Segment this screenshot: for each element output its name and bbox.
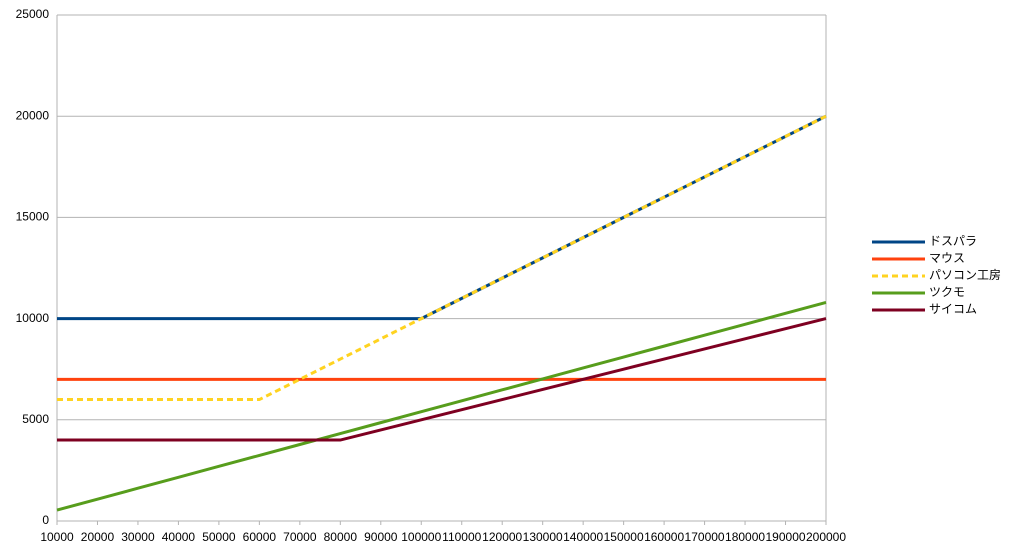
x-tick-label: 90000 <box>364 530 398 544</box>
x-tick-label: 70000 <box>283 530 317 544</box>
legend-label: マウス <box>929 251 965 265</box>
y-tick-label: 25000 <box>16 7 50 21</box>
y-tick-label: 0 <box>42 513 49 527</box>
x-tick-label: 160000 <box>644 530 684 544</box>
x-tick-label: 40000 <box>162 530 196 544</box>
series-line <box>56 300 827 512</box>
x-tick-label: 100000 <box>401 530 441 544</box>
legend-label: ツクモ <box>929 285 965 299</box>
x-tick-label: 60000 <box>243 530 277 544</box>
x-tick-label: 20000 <box>81 530 115 544</box>
x-tick-label: 50000 <box>202 530 236 544</box>
x-tick-label: 190000 <box>766 530 806 544</box>
x-tick-label: 200000 <box>806 530 846 544</box>
series-line <box>57 317 827 442</box>
y-tick-label: 10000 <box>16 311 50 325</box>
x-tick-label: 110000 <box>442 530 481 544</box>
x-tick-label: 150000 <box>604 530 644 544</box>
x-tick-label: 10000 <box>40 530 74 544</box>
y-tick-label: 5000 <box>22 412 49 426</box>
legend-label: パソコン工房 <box>929 267 1001 282</box>
x-tick-label: 80000 <box>324 530 358 544</box>
x-tick-label: 130000 <box>523 530 563 544</box>
series-line <box>57 114 827 402</box>
x-tick-label: 120000 <box>482 530 522 544</box>
legend-label: ドスパラ <box>929 234 977 248</box>
x-tick-label: 140000 <box>563 530 603 544</box>
x-tick-label: 180000 <box>725 530 765 544</box>
x-tick-label: 170000 <box>685 530 725 544</box>
y-tick-label: 15000 <box>16 210 50 224</box>
y-tick-label: 20000 <box>16 108 50 122</box>
legend-label: サイコム <box>929 302 977 316</box>
x-tick-label: 30000 <box>121 530 155 544</box>
